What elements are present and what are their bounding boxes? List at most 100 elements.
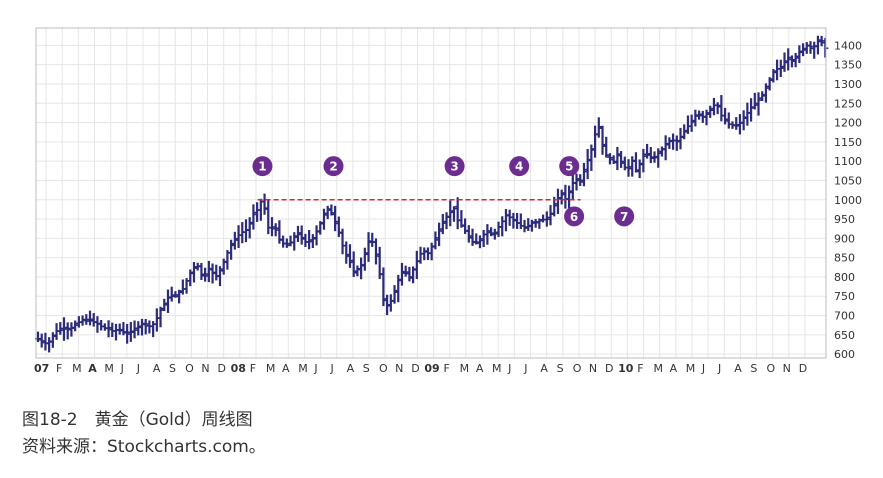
price-bar <box>369 232 376 247</box>
price-bar <box>406 266 413 282</box>
price-bar <box>740 110 747 131</box>
price-bar <box>488 227 495 237</box>
price-bar <box>751 92 758 110</box>
price-bar <box>625 159 632 177</box>
price-bar <box>502 208 509 232</box>
price-bar <box>365 232 372 262</box>
x-tick-label: A <box>670 362 678 375</box>
price-bar <box>554 188 561 215</box>
x-axis: 07 F M A M J J A S O N D 08 F M A M J J A S O N D 09 F M A M J J A S O N D 1… <box>34 362 807 375</box>
price-bar <box>138 318 145 336</box>
price-bar <box>447 200 454 227</box>
x-tick-label: F <box>637 362 643 375</box>
price-bar <box>98 319 105 331</box>
price-bar <box>651 151 658 163</box>
price-bar <box>46 337 53 353</box>
x-tick-label: 08 <box>231 362 246 375</box>
x-tick-label: M <box>686 362 696 375</box>
price-bar <box>484 224 491 245</box>
x-tick-label: J <box>507 362 511 375</box>
price-bar <box>280 235 287 248</box>
price-bar <box>577 174 584 186</box>
marker-1: 1 <box>252 156 273 177</box>
price-bar <box>436 222 443 247</box>
price-bar <box>124 323 131 344</box>
price-bar <box>176 289 183 304</box>
price-bar <box>187 269 194 287</box>
y-tick-label: 1400 <box>834 39 862 52</box>
x-tick-label: 10 <box>618 362 634 375</box>
x-tick-label: N <box>201 362 209 375</box>
x-tick-label: F <box>444 362 450 375</box>
price-bar <box>748 98 755 122</box>
marker-label: 5 <box>565 160 573 174</box>
price-bar <box>395 274 402 303</box>
price-bar <box>666 137 673 149</box>
price-bar <box>205 260 212 283</box>
price-bar <box>79 315 86 326</box>
price-bar <box>413 250 420 280</box>
price-bar <box>632 152 639 173</box>
y-tick-label: 1000 <box>834 194 862 207</box>
price-bar <box>235 225 242 249</box>
price-bar <box>762 83 769 103</box>
price-bar <box>72 320 79 332</box>
price-bar <box>465 225 472 243</box>
x-tick-label: A <box>347 362 355 375</box>
x-tick-label: O <box>573 362 582 375</box>
x-tick-label: A <box>734 362 742 375</box>
price-bar <box>261 193 268 215</box>
price-bar <box>759 91 766 102</box>
price-bar <box>703 109 710 126</box>
price-bar <box>792 52 799 68</box>
figure-caption: 图18-2 黄金（Gold）周线图 <box>22 410 253 430</box>
price-bar <box>450 206 457 222</box>
price-bar <box>662 135 669 161</box>
price-bar <box>710 97 717 116</box>
price-bar <box>346 244 353 268</box>
price-bar <box>231 231 238 250</box>
price-bar <box>603 136 610 158</box>
price-bar <box>517 213 524 230</box>
price-bars <box>35 35 829 353</box>
x-tick-label: D <box>411 362 419 375</box>
price-bar <box>606 153 613 165</box>
marker-label: 7 <box>620 210 628 224</box>
x-tick-label: J <box>120 362 124 375</box>
x-tick-label: J <box>523 362 527 375</box>
price-bar <box>380 267 387 307</box>
y-tick-label: 1100 <box>834 155 862 168</box>
price-bar <box>528 219 535 232</box>
price-bar <box>595 117 602 138</box>
price-bar <box>112 323 119 341</box>
price-bar <box>168 286 175 302</box>
price-bar <box>462 218 469 234</box>
price-bar <box>647 147 654 164</box>
numbered-markers: 1 2 3 4 5 6 7 <box>252 156 635 227</box>
price-bar <box>398 262 405 286</box>
price-bar <box>588 144 595 171</box>
x-tick-label: N <box>395 362 403 375</box>
y-tick-label: 900 <box>834 232 855 245</box>
x-tick-label: M <box>298 362 308 375</box>
y-tick-label: 850 <box>834 252 855 265</box>
price-bar <box>306 230 313 250</box>
price-bar <box>454 197 461 230</box>
price-bar <box>684 115 691 134</box>
x-tick-label: S <box>557 362 564 375</box>
price-bar <box>822 37 829 58</box>
x-tick-label: 07 <box>34 362 49 375</box>
price-bar <box>755 92 762 116</box>
x-tick-label: S <box>169 362 176 375</box>
price-bar <box>618 151 625 168</box>
price-bar <box>718 95 725 122</box>
price-bar <box>432 231 439 250</box>
y-tick-label: 1250 <box>834 97 862 110</box>
price-bar <box>94 316 101 333</box>
price-bar <box>105 320 112 338</box>
price-bar <box>86 310 93 326</box>
price-bar <box>521 219 528 233</box>
x-tick-label: J <box>717 362 721 375</box>
x-tick-label: N <box>589 362 597 375</box>
price-bar <box>610 155 617 164</box>
